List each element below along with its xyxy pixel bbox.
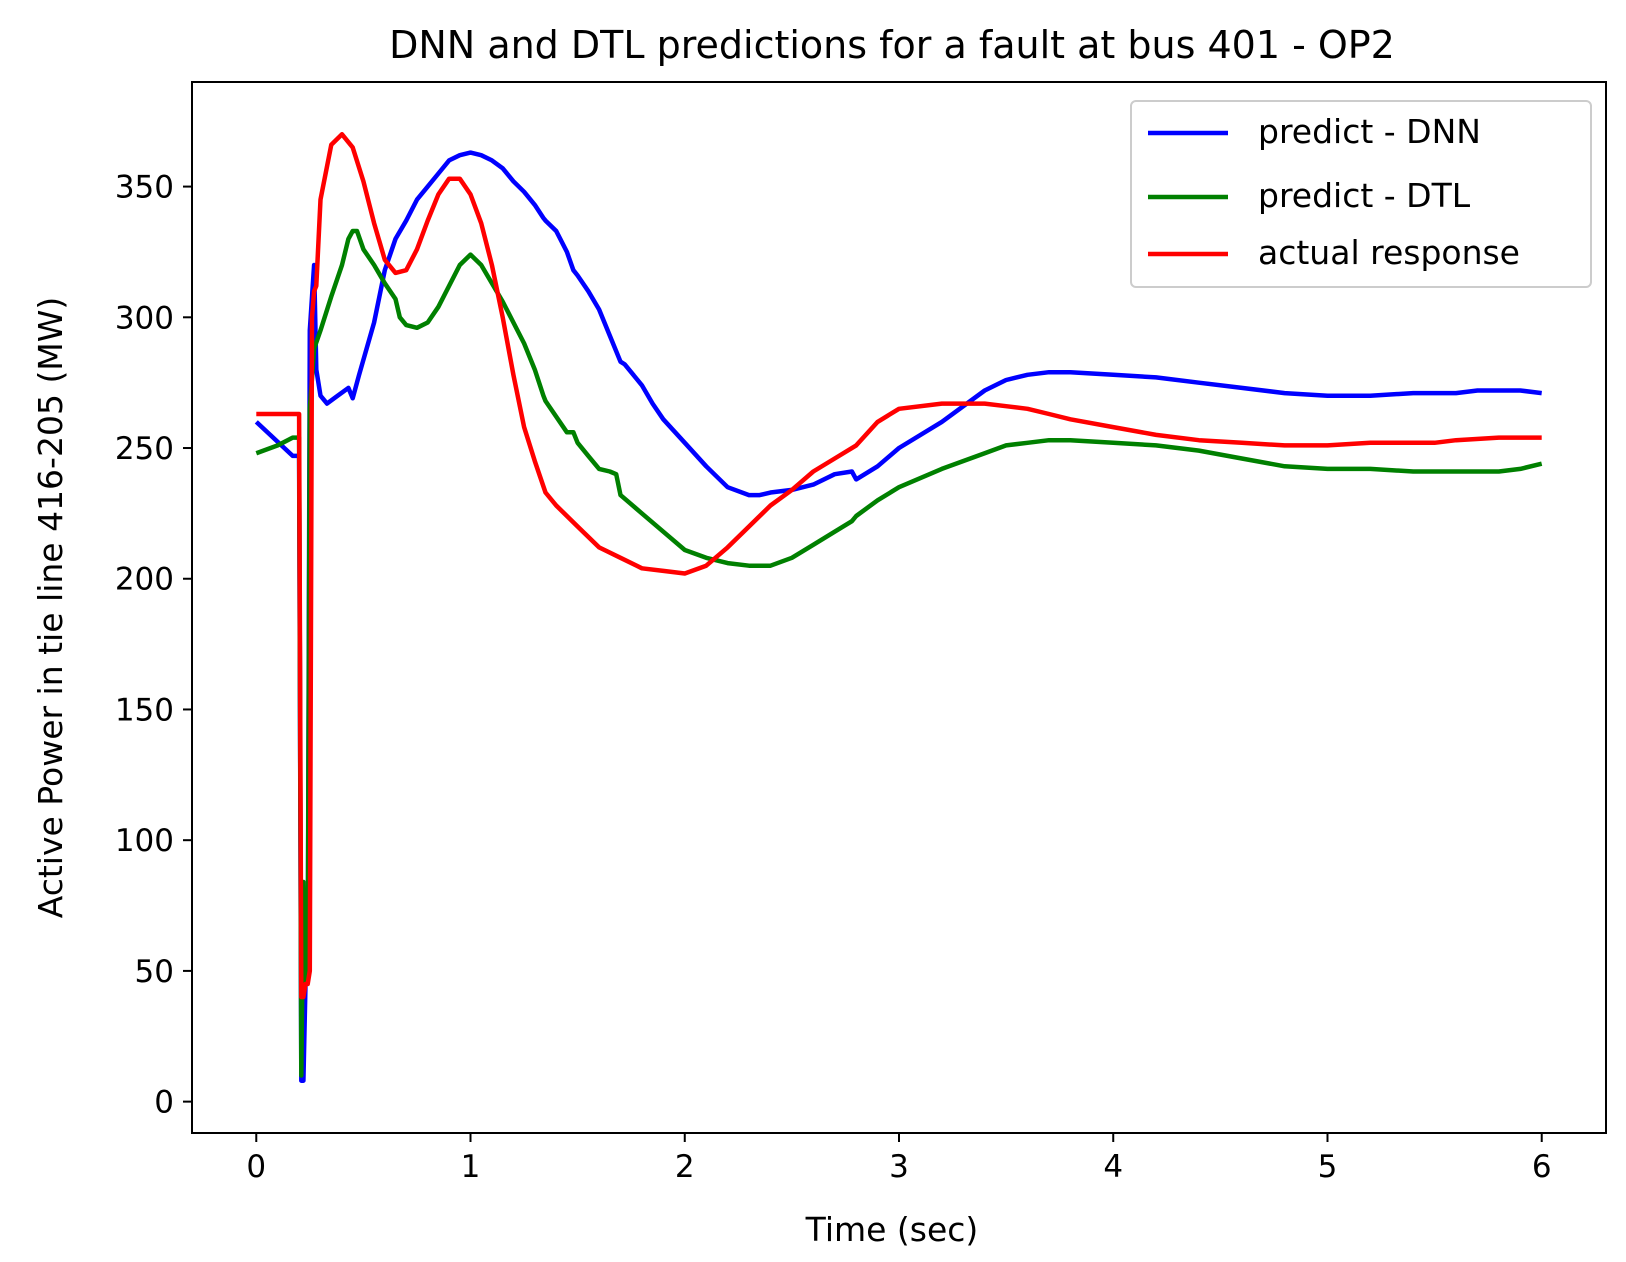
legend-label: predict - DTL [1258, 176, 1471, 215]
series-line-actual-response [256, 132, 1542, 1000]
x-tick-label: 2 [675, 1149, 695, 1185]
legend-label: predict - DNN [1258, 112, 1481, 151]
x-tick-label: 0 [246, 1149, 266, 1185]
plot-area-frame [191, 81, 1607, 1134]
chart-title: DNN and DTL predictions for a fault at b… [389, 23, 1395, 67]
x-axis-ticks: 0 1 2 3 4 5 6 [246, 1133, 1552, 1185]
y-tick-label: 150 [115, 692, 174, 728]
y-tick-label: 0 [154, 1085, 174, 1121]
legend-label: actual response [1258, 233, 1520, 272]
y-tick-label: 200 [115, 562, 174, 598]
y-axis-ticks: 0 50 100 150 200 250 300 350 [115, 170, 192, 1121]
y-tick-label: 50 [135, 954, 174, 990]
legend: predict - DNN predict - DTL actual respons… [1130, 100, 1592, 288]
y-tick-label: 250 [115, 431, 174, 467]
legend-box [1130, 100, 1592, 288]
y-tick-label: 300 [115, 300, 174, 336]
y-tick-label: 350 [115, 170, 174, 206]
x-tick-label: 1 [461, 1149, 481, 1185]
series-line-predict-dtl [255, 228, 1543, 1078]
x-tick-label: 6 [1532, 1149, 1552, 1185]
y-axis-label: Active Power in tie line 416-205 (MW) [31, 297, 70, 919]
x-axis-label: Time (sec) [805, 1210, 979, 1249]
x-tick-label: 4 [1103, 1149, 1123, 1185]
series-lines [254, 132, 1543, 1083]
x-tick-label: 5 [1318, 1149, 1338, 1185]
x-tick-label: 3 [889, 1149, 909, 1185]
series-line-predict-dnn [254, 150, 1542, 1083]
y-tick-label: 100 [115, 823, 174, 859]
